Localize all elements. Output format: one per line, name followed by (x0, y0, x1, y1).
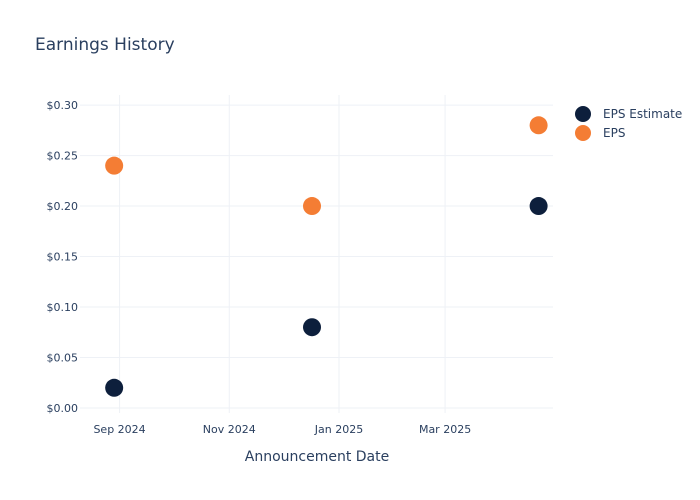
x-axis: Sep 2024 Nov 2024 Jan 2025 Mar 2025 (93, 423, 471, 436)
legend-label: EPS Estimate (603, 107, 682, 121)
x-tick-label: Mar 2025 (419, 423, 471, 436)
data-point-eps-estimate[interactable] (105, 378, 124, 397)
x-axis-label: Announcement Date (245, 449, 389, 465)
x-tick-label: Sep 2024 (93, 423, 145, 436)
y-tick-label: $0.30 (47, 99, 79, 112)
y-tick-label: $0.05 (47, 351, 79, 364)
legend-marker (575, 106, 591, 122)
y-axis: $0.00 $0.05 $0.10 $0.15 $0.20 $0.25 $0.30 (47, 99, 79, 415)
chart-title: Earnings History (35, 35, 175, 55)
y-tick-label: $0.10 (47, 301, 79, 314)
x-tick-label: Nov 2024 (203, 423, 256, 436)
data-point-eps[interactable] (105, 156, 124, 175)
y-tick-label: $0.25 (47, 150, 79, 163)
plot-points (105, 116, 548, 397)
legend-item-eps-estimate[interactable]: EPS Estimate (575, 106, 682, 122)
data-point-eps-estimate[interactable] (529, 197, 548, 216)
grid-lines (80, 95, 553, 413)
y-tick-label: $0.00 (47, 402, 79, 415)
data-point-eps[interactable] (303, 197, 322, 216)
x-tick-label: Jan 2025 (314, 423, 363, 436)
legend[interactable]: EPS Estimate EPS (575, 106, 682, 141)
legend-label: EPS (603, 126, 625, 140)
legend-marker (575, 125, 591, 141)
y-tick-label: $0.20 (47, 200, 79, 213)
data-point-eps-estimate[interactable] (303, 318, 322, 337)
legend-item-eps[interactable]: EPS (575, 125, 625, 141)
data-point-eps[interactable] (529, 116, 548, 135)
y-tick-label: $0.15 (47, 251, 79, 264)
